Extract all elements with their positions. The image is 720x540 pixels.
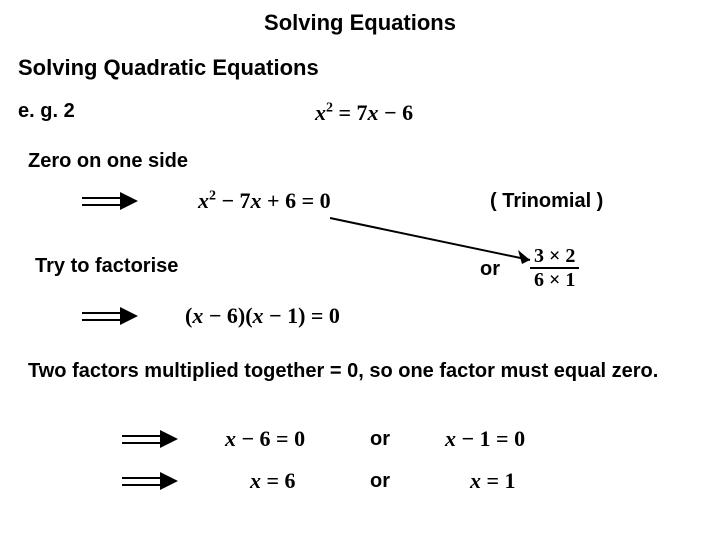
- factor-pair-bottom: 6 × 1: [530, 269, 579, 291]
- pointer-arrow: [320, 212, 560, 272]
- trinomial-label: ( Trinomial ): [490, 190, 603, 213]
- implies-arrow-3: [120, 428, 180, 458]
- equation-solution-2: x = 1: [470, 468, 516, 494]
- equation-zero: x2 − 7x + 6 = 0: [198, 188, 331, 214]
- factor-pairs: 3 × 2 6 × 1: [530, 245, 579, 291]
- example-label: e. g. 2: [18, 100, 75, 123]
- equation-factored: (x − 6)(x − 1) = 0: [185, 303, 340, 329]
- or-label-2: or: [370, 428, 390, 451]
- equation-factor-1: x − 6 = 0: [225, 426, 305, 452]
- step-factorise-label: Try to factorise: [35, 255, 178, 278]
- implies-arrow-4: [120, 470, 180, 500]
- implies-arrow-2: [80, 305, 140, 335]
- factor-pair-top: 3 × 2: [530, 245, 579, 269]
- page-title: Solving Equations: [0, 0, 720, 36]
- equation-factor-2: x − 1 = 0: [445, 426, 525, 452]
- explanation-text: Two factors multiplied together = 0, so …: [28, 358, 688, 385]
- or-label-1: or: [480, 258, 500, 281]
- step-zero-label: Zero on one side: [28, 150, 188, 173]
- implies-arrow-1: [80, 190, 140, 220]
- or-label-3: or: [370, 470, 390, 493]
- equation-main: x2 = 7x − 6: [315, 100, 413, 126]
- subtitle: Solving Quadratic Equations: [18, 55, 319, 81]
- equation-solution-1: x = 6: [250, 468, 296, 494]
